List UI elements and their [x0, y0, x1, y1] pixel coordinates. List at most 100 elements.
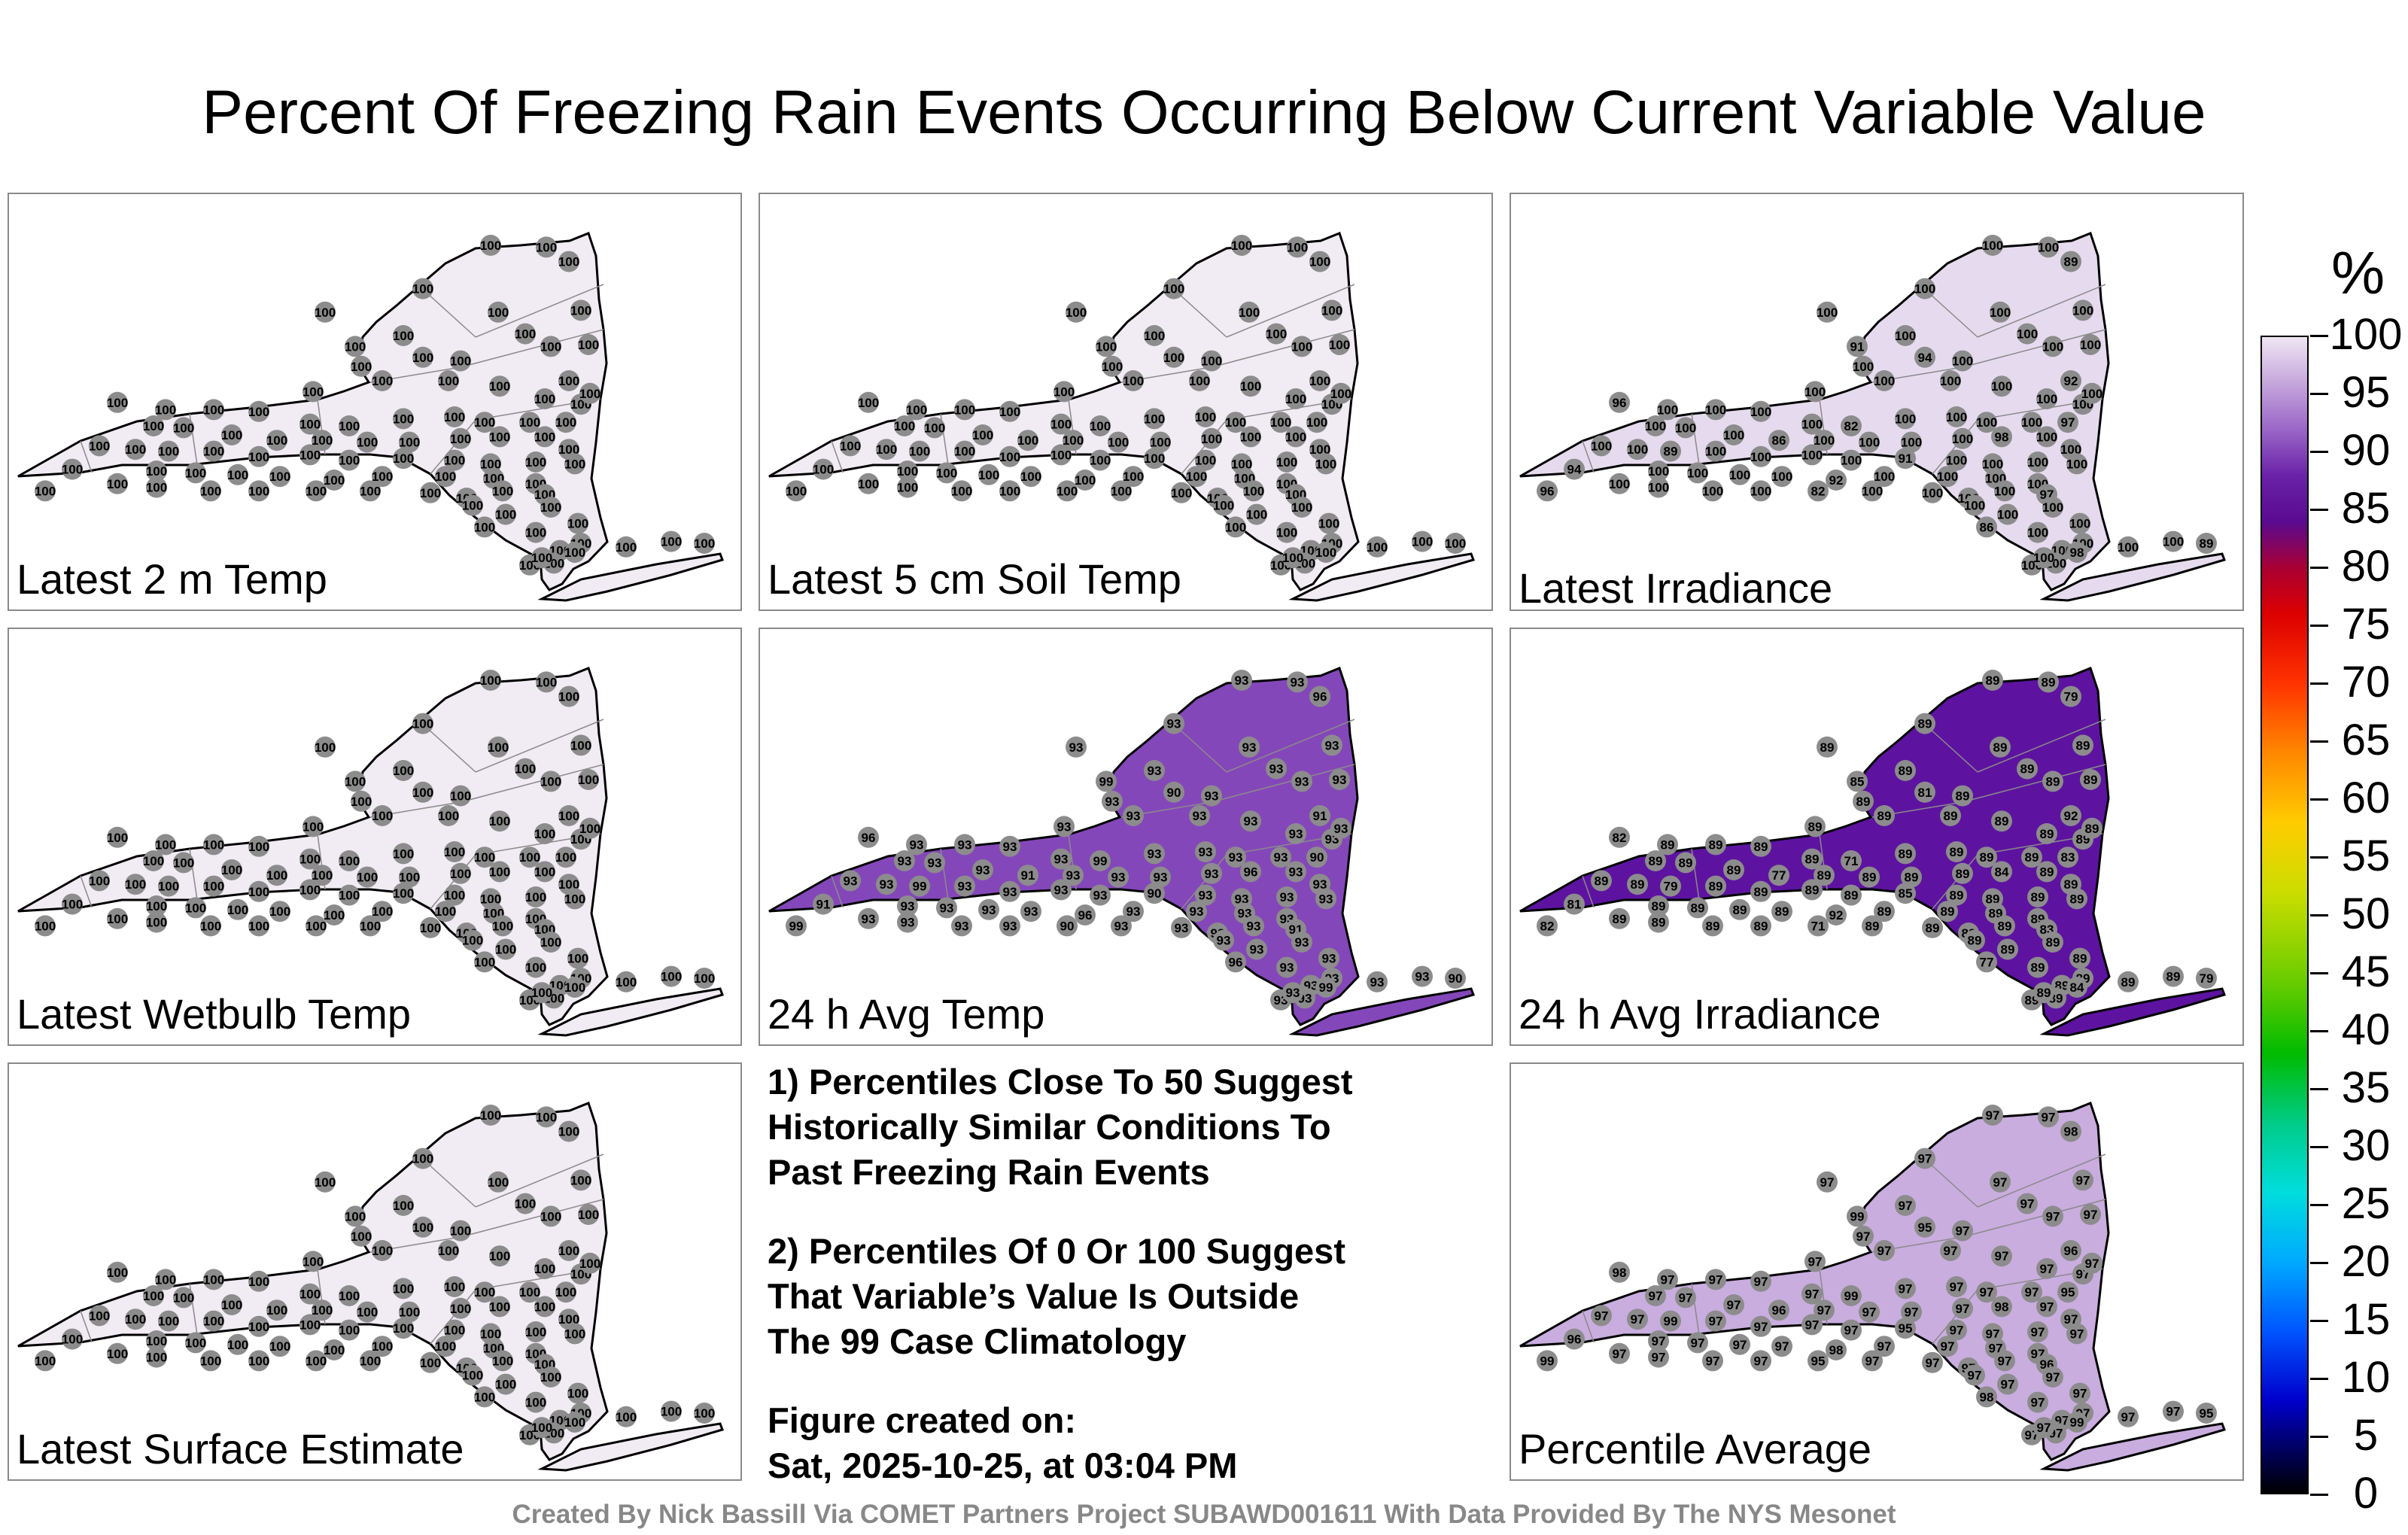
station-marker: 93: [1111, 915, 1132, 937]
station-value: 100: [564, 892, 585, 906]
station-marker: 100: [2038, 236, 2059, 258]
station-marker: 100: [540, 932, 561, 953]
station-value: 100: [357, 436, 378, 450]
station-value: 100: [435, 1339, 456, 1354]
station-value: 90: [1167, 786, 1181, 800]
station-dot: [1841, 415, 1862, 436]
station-marker: 97: [2042, 1366, 2063, 1388]
station-dot: [1609, 1342, 1630, 1364]
station-marker: 100: [1922, 482, 1943, 503]
station-marker: 97: [2081, 1252, 2102, 1274]
station-marker: 99: [1841, 1285, 1862, 1306]
station-marker: 94: [1564, 458, 1585, 480]
station-marker: 100: [420, 1351, 441, 1373]
station-dot: [1895, 325, 1916, 346]
station-dot: [1240, 810, 1261, 832]
station-value: 81: [1567, 898, 1582, 912]
station-value: 100: [1090, 419, 1111, 433]
station-value: 100: [616, 1410, 637, 1424]
station-dot: [531, 547, 552, 569]
station-marker: 90: [1144, 883, 1165, 904]
station-dot: [312, 865, 333, 886]
station-dot: [555, 412, 576, 433]
station-value: 100: [564, 546, 585, 560]
station-value: 100: [1705, 445, 1726, 459]
station-value: 100: [435, 904, 456, 919]
station-dot: [1952, 350, 1973, 372]
station-marker: 100: [299, 1314, 321, 1336]
station-marker: 100: [1309, 370, 1330, 391]
station-marker: 100: [107, 473, 128, 494]
station-value: 89: [1941, 904, 1955, 919]
station-marker: 100: [2036, 426, 2057, 448]
station-dot: [1901, 431, 1922, 453]
station-dot: [525, 886, 546, 907]
station-value: 97: [1805, 1318, 1820, 1332]
station-marker: 100: [1201, 427, 1222, 449]
station-marker: 100: [578, 769, 599, 790]
station-dot: [1940, 370, 1961, 391]
station-marker: 96: [1075, 904, 1096, 926]
station-marker: 96: [1609, 391, 1630, 413]
station-dot: [203, 1269, 224, 1290]
station-dot: [616, 971, 637, 992]
station-marker: 100: [1315, 453, 1336, 475]
station-marker: 100: [564, 542, 585, 563]
station-dot: [1914, 346, 1935, 368]
station-dot: [155, 1269, 176, 1290]
station-marker: 89: [1940, 805, 1961, 826]
station-value: 89: [1905, 871, 1919, 885]
station-value: 100: [2118, 540, 2139, 555]
station-dot: [1895, 408, 1916, 430]
station-marker: 100: [248, 835, 269, 857]
station-marker: 100: [972, 424, 993, 445]
station-value: 100: [1285, 392, 1306, 406]
station-marker: 100: [412, 781, 433, 803]
station-value: 100: [303, 385, 324, 399]
station-marker: 100: [951, 480, 972, 502]
station-value: 100: [525, 961, 546, 975]
station-dot: [495, 938, 516, 960]
station-marker: 100: [2069, 512, 2090, 534]
station-marker: 97: [1952, 1297, 1973, 1319]
station-value: 100: [579, 387, 600, 401]
station-value: 92: [2064, 809, 2078, 823]
station-value: 100: [1150, 436, 1171, 450]
state-outline: [768, 232, 1360, 591]
station-value: 96: [1078, 908, 1093, 923]
station-value: 82: [1540, 919, 1555, 933]
station-value: 93: [1003, 919, 1017, 933]
station-dot: [107, 391, 128, 413]
station-dot: [495, 503, 516, 525]
station-marker: 100: [2027, 521, 2048, 543]
station-dot: [155, 834, 176, 856]
station-value: 100: [299, 1287, 321, 1302]
station-marker: 100: [412, 346, 433, 368]
station-value: 100: [1991, 379, 2012, 394]
station-marker: 89: [1901, 866, 1922, 888]
station-value: 100: [1964, 499, 1985, 513]
station-marker: 100: [2027, 451, 2048, 473]
station-marker: 93: [1266, 758, 1287, 780]
colorbar-tick: [2310, 914, 2328, 916]
station-value: 100: [1982, 457, 2003, 471]
station-dot: [299, 444, 321, 466]
station-marker: 97: [1687, 1332, 1708, 1354]
station-value: 89: [2040, 827, 2054, 841]
station-value: 93: [1114, 919, 1129, 933]
station-dot: [1723, 1294, 1744, 1315]
station-dot: [1309, 685, 1330, 707]
station-marker: 100: [444, 1319, 465, 1341]
station-dot: [1771, 1336, 1792, 1357]
station-marker: 100: [558, 1240, 579, 1261]
station-value: 89: [1950, 845, 1964, 859]
station-marker: 89: [1657, 834, 1678, 856]
station-value: 100: [1814, 433, 1835, 448]
station-value: 100: [1144, 329, 1165, 343]
station-marker: 100: [1225, 516, 1246, 538]
station-dot: [1609, 826, 1630, 848]
station-dot: [1847, 336, 1868, 357]
station-marker: 93: [954, 834, 975, 856]
station-value: 100: [299, 1318, 321, 1332]
station-value: 100: [1123, 470, 1144, 484]
